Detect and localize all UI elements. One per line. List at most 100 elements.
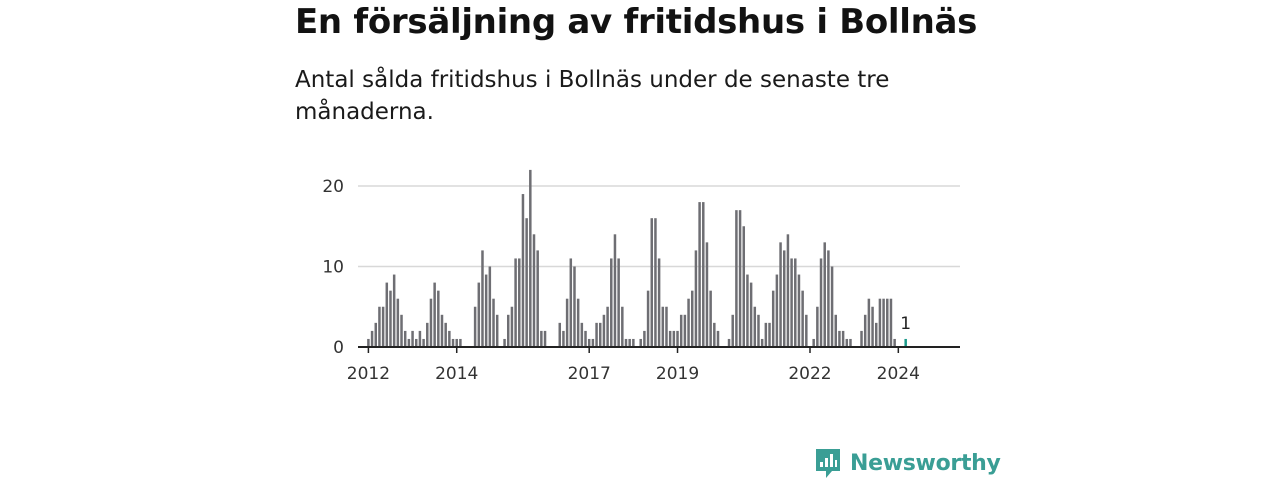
bar	[764, 322, 768, 347]
bar	[860, 330, 863, 347]
bar	[455, 338, 458, 347]
bar	[657, 258, 661, 347]
bar	[643, 330, 646, 347]
bar	[370, 330, 374, 347]
bar	[779, 242, 782, 347]
bar	[838, 330, 841, 347]
bar	[569, 258, 573, 347]
bar	[709, 290, 712, 347]
x-tick-label: 2012	[347, 364, 390, 384]
bar	[746, 274, 749, 347]
bar	[385, 282, 389, 347]
bar	[367, 338, 370, 347]
data-label: 1	[900, 314, 911, 334]
bar	[749, 282, 753, 347]
bar	[606, 306, 609, 347]
bar	[731, 314, 734, 347]
bar	[841, 330, 845, 347]
bar	[646, 290, 650, 347]
bar	[816, 306, 819, 347]
bar	[440, 314, 444, 347]
bar	[473, 306, 477, 347]
bar	[819, 258, 823, 347]
bar	[591, 338, 595, 347]
bar	[587, 338, 591, 347]
bar	[760, 338, 764, 347]
bar	[771, 290, 775, 347]
bar	[521, 194, 525, 347]
bar	[621, 306, 624, 347]
bar	[893, 338, 896, 347]
bar	[418, 330, 422, 347]
bar	[400, 314, 403, 347]
bar	[514, 258, 517, 347]
bar	[543, 330, 547, 347]
bar	[403, 330, 407, 347]
bar	[753, 306, 757, 347]
y-tick-label: 10	[322, 258, 344, 278]
bar	[849, 338, 852, 347]
bar	[867, 298, 871, 347]
bar	[683, 314, 687, 347]
bar	[827, 250, 830, 347]
bar	[632, 338, 635, 347]
bar	[429, 298, 433, 347]
bar	[492, 298, 495, 347]
bar	[698, 202, 701, 347]
bar	[727, 338, 731, 347]
bar-chart: 0 10 20 1 2012 2014 2017 2019 2022 2024	[322, 169, 960, 384]
bar	[495, 314, 499, 347]
bar	[540, 330, 543, 347]
bar	[812, 338, 815, 347]
bar	[503, 338, 506, 347]
bar	[735, 210, 738, 347]
x-tick-label: 2017	[568, 364, 611, 384]
bar	[882, 298, 885, 347]
bar	[426, 322, 429, 347]
bar	[562, 330, 565, 347]
bar	[595, 322, 598, 347]
bar	[610, 258, 613, 347]
bar	[477, 282, 481, 347]
bar	[481, 250, 484, 347]
bar	[580, 322, 584, 347]
bar	[716, 330, 720, 347]
bar	[529, 169, 532, 347]
bar	[775, 274, 779, 347]
bar	[650, 218, 654, 347]
bar	[437, 290, 440, 347]
bar	[639, 338, 642, 347]
bar	[422, 338, 425, 347]
bar	[786, 234, 790, 347]
bar	[584, 330, 587, 347]
bar	[687, 298, 690, 347]
bar	[801, 290, 804, 347]
bar	[845, 338, 849, 347]
bar	[381, 306, 385, 347]
bar	[414, 338, 418, 347]
bar	[661, 306, 665, 347]
newsworthy-logo[interactable]: Newsworthy	[814, 446, 1001, 480]
bar	[624, 338, 628, 347]
bar	[690, 290, 694, 347]
bar	[506, 314, 510, 347]
bar	[602, 314, 606, 347]
bar	[411, 330, 414, 347]
bar	[598, 322, 602, 347]
bar	[459, 338, 462, 347]
bar	[668, 330, 672, 347]
bar	[768, 322, 771, 347]
bar	[451, 338, 455, 347]
bar	[488, 266, 492, 347]
bar	[392, 274, 396, 347]
newsworthy-logo-icon	[816, 449, 840, 478]
bar	[484, 274, 488, 347]
bar	[871, 306, 874, 347]
bar	[628, 338, 631, 347]
bar	[389, 290, 392, 347]
bar	[565, 298, 569, 347]
bar	[705, 242, 709, 347]
x-tick-label: 2019	[656, 364, 699, 384]
bar	[702, 202, 705, 347]
bar	[378, 306, 381, 347]
